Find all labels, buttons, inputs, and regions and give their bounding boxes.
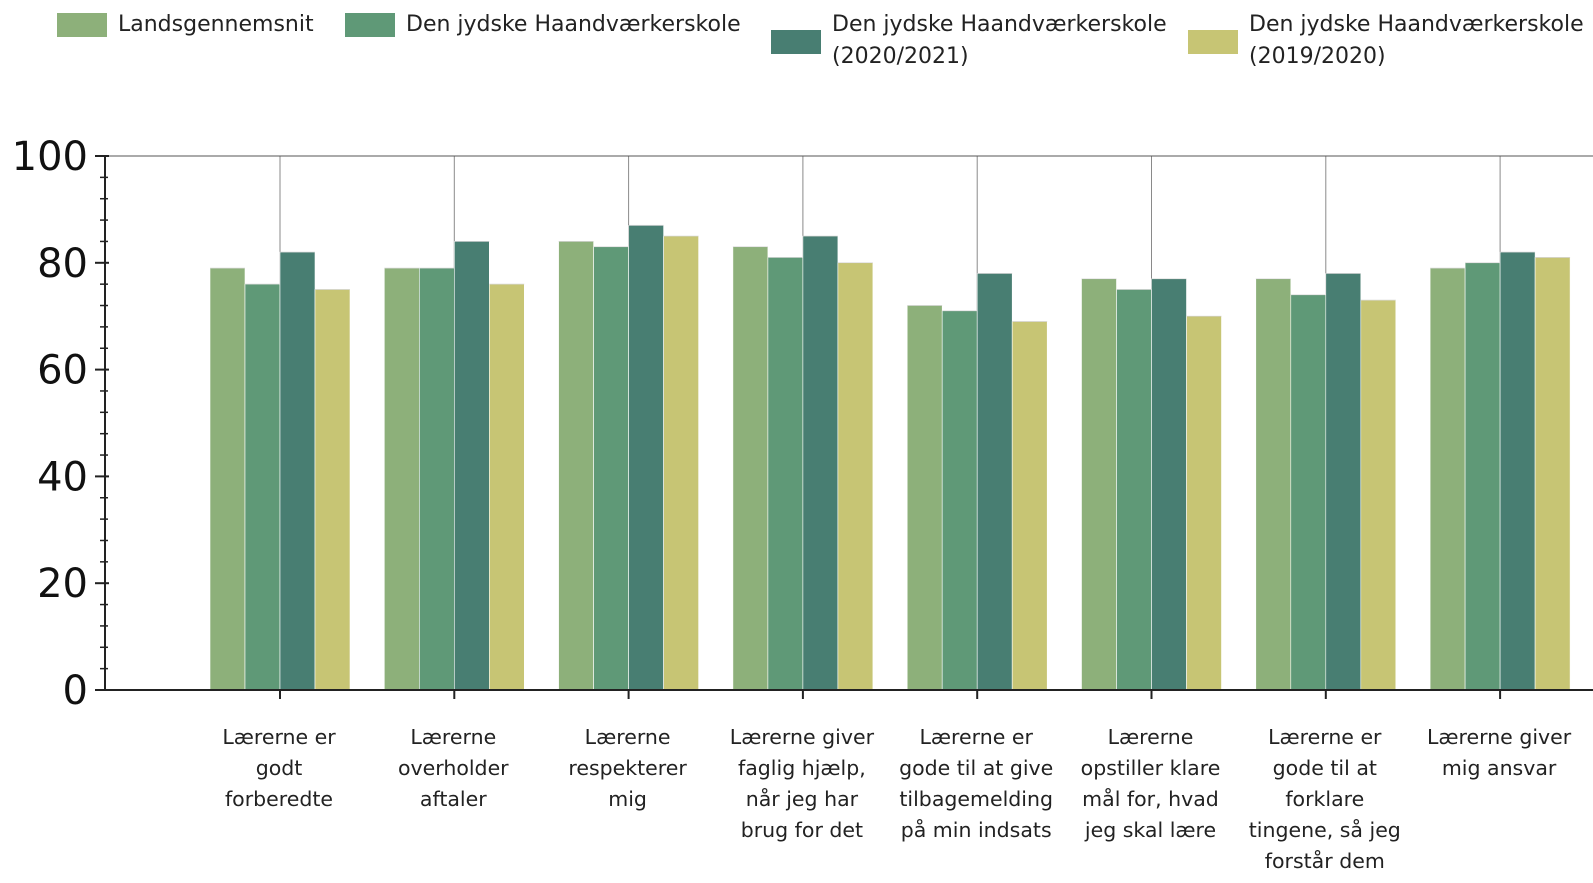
- bar: [906, 305, 943, 691]
- bar: [767, 257, 804, 691]
- bar: [1290, 294, 1327, 691]
- bar: [837, 262, 874, 691]
- bar: [628, 225, 664, 691]
- y-tick-label: 80: [37, 241, 88, 287]
- y-axis-ticks: 0 20 40 60 80 100: [12, 134, 109, 714]
- bar: [383, 267, 420, 691]
- bar: [488, 283, 525, 691]
- bars: [209, 224, 1571, 691]
- bar: [1499, 251, 1536, 691]
- x-category-label: Lærerne respekterer mig: [568, 725, 687, 811]
- legend-label: Den jydske Haandværkerskole: [406, 12, 741, 37]
- bar: [314, 289, 351, 691]
- bar: [1464, 262, 1501, 691]
- bar: [1186, 315, 1222, 691]
- bar: [593, 246, 629, 691]
- legend-label: Den jydske Haandværkerskole (2020/2021): [832, 12, 1167, 69]
- legend-swatch: [1188, 30, 1238, 54]
- x-category-label: Lærerne overholder aftaler: [398, 725, 509, 811]
- legend-swatch: [57, 13, 107, 37]
- y-tick-label: 0: [63, 668, 88, 714]
- bar: [1081, 278, 1117, 691]
- bar: [279, 251, 316, 691]
- bar: [976, 273, 1013, 691]
- legend: Landsgennemsnit Den jydske Haandværkersko…: [57, 12, 1584, 69]
- x-category-label: Lærerne er godt forberedte: [222, 725, 336, 811]
- bar: [1429, 267, 1466, 691]
- y-tick-label: 40: [37, 454, 88, 500]
- bar: [941, 310, 978, 691]
- x-category-label: Lærerne opstiller klare mål for, hvad jeg s…: [1081, 725, 1221, 842]
- bar: [1011, 321, 1048, 691]
- bar: [1116, 289, 1152, 691]
- bar: [453, 241, 490, 691]
- y-tick-label: 60: [37, 348, 88, 394]
- x-category-label: Lærerne giver mig ansvar: [1427, 725, 1572, 780]
- y-tick-label: 100: [12, 134, 88, 180]
- bar: [418, 267, 455, 691]
- bar: [1325, 273, 1362, 691]
- x-category-label: Lærerne er gode til at give tilbagemelding…: [899, 725, 1053, 842]
- axes: [95, 155, 1593, 699]
- bar: [802, 235, 839, 691]
- y-tick-label: 20: [37, 561, 88, 607]
- bar: [732, 246, 769, 691]
- bar: [558, 241, 594, 691]
- x-category-label: Lærerne giver faglig hjælp, når jeg har bru…: [730, 725, 875, 842]
- legend-label: Den jydske Haandværkerskole (2019/2020): [1249, 12, 1584, 69]
- bar: [663, 235, 699, 691]
- bar: [209, 267, 246, 691]
- bar: [1255, 278, 1292, 691]
- bar: [1534, 257, 1571, 691]
- legend-label: Landsgennemsnit: [118, 12, 314, 37]
- x-axis-category-labels: Lærerne er godt forberedte Lærerne overholde…: [222, 725, 1571, 873]
- bar: [1360, 299, 1397, 691]
- legend-swatch: [771, 30, 821, 54]
- x-category-label: Lærerne er gode til at forklare tingene, så…: [1249, 725, 1401, 873]
- bar: [244, 283, 281, 691]
- legend-swatch: [345, 13, 395, 37]
- bar: [1151, 278, 1187, 691]
